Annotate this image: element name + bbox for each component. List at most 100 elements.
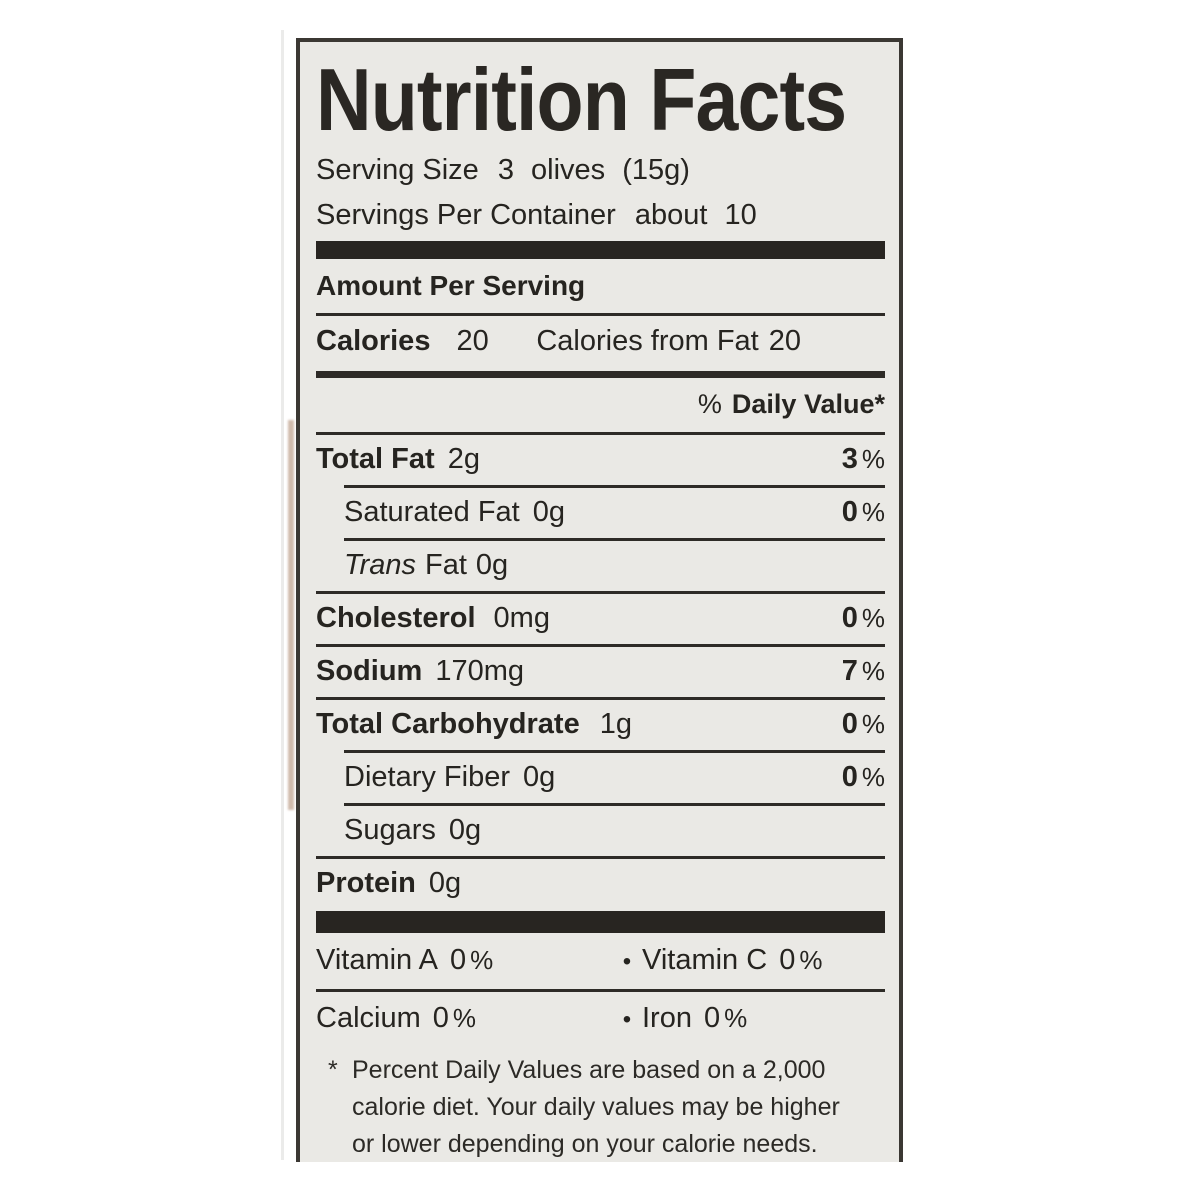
amount-per-serving-heading: Amount Per Serving — [316, 270, 586, 301]
daily-value-number: 0 — [841, 602, 858, 634]
rule-thick — [316, 371, 885, 378]
serving-size-label: Serving Size — [316, 154, 479, 186]
nutrient-row-sodium: Sodium 170mg 7% — [316, 647, 885, 697]
nutrient-amount: 0g — [523, 761, 556, 793]
nutrient-row-protein: Protein 0g — [316, 859, 885, 909]
calories-from-fat-label: Calories from Fat — [536, 325, 759, 357]
nutrient-amount: 1g — [599, 708, 632, 740]
header-divider-bar — [316, 241, 885, 259]
micronutrient-label: Vitamin A — [316, 944, 438, 976]
nutrient-name: Saturated Fat — [344, 496, 520, 528]
nutrient-amount: 0g — [428, 867, 462, 899]
micronutrient-value: 0 — [779, 944, 796, 976]
nutrient-name: Total Fat — [316, 443, 435, 475]
daily-value-number: 0 — [841, 761, 858, 793]
daily-value-number: 0 — [841, 708, 858, 740]
micronutrient-right: Iron 0% — [642, 1003, 885, 1034]
daily-value-cell: 3% — [842, 444, 885, 475]
bullet-separator: • — [622, 948, 632, 975]
servings-per-container-value: about 10 — [634, 199, 757, 231]
rule-indented — [344, 538, 885, 541]
calories-label: Calories — [316, 325, 431, 357]
percent-sign: % — [724, 1003, 748, 1033]
percent-sign: % — [452, 1003, 477, 1033]
micronutrient-divider-bar — [316, 911, 885, 933]
label-title: Nutrition Facts — [316, 50, 847, 149]
micronutrient-label: Vitamin C — [642, 944, 768, 976]
daily-value-header-text: Daily Value* — [731, 389, 885, 419]
rule-indented — [344, 750, 885, 753]
percent-sign: % — [799, 945, 823, 975]
nutrient-amount: 0g — [475, 549, 509, 581]
nutrient-row-saturated-fat: Saturated Fat 0g 0% — [344, 488, 885, 538]
footnote-line: or lower depending on your calorie needs… — [352, 1130, 818, 1158]
percent-sign: % — [861, 656, 885, 686]
daily-value-header: % Daily Value* — [316, 378, 885, 432]
photo-edge-artifact-gray — [281, 30, 284, 1160]
daily-value-cell: 0% — [842, 603, 885, 634]
nutrient-name: Fat — [424, 549, 467, 581]
nutrient-name: Protein — [316, 867, 416, 899]
footnote-text: Percent Daily Values are based on a 2,00… — [352, 1056, 826, 1084]
nutrient-row-sugars: Sugars 0g — [344, 806, 885, 856]
micronutrient-label: Calcium — [316, 1002, 421, 1034]
footnote-line: * Percent Daily Values are based on a 2,0… — [328, 1052, 885, 1089]
bullet-separator: • — [622, 1006, 632, 1033]
percent-sign: % — [861, 709, 885, 739]
micronutrient-left: Vitamin A 0% — [316, 945, 612, 976]
nutrient-amount: 2g — [447, 443, 480, 475]
micronutrient-label: Iron — [642, 1002, 692, 1034]
nutrient-amount: 170mg — [435, 655, 525, 687]
percent-sign: % — [861, 762, 885, 792]
footnote: * Percent Daily Values are based on a 2,0… — [316, 1052, 885, 1162]
nutrition-facts-label: Nutrition Facts Serving Size 3 olives (15… — [296, 38, 903, 1162]
percent-sign: % — [861, 497, 885, 527]
nutrient-amount: 0g — [448, 814, 482, 846]
percent-sign: % — [861, 444, 885, 474]
percent-sign: % — [470, 945, 494, 975]
calcium-iron-row: Calcium 0% • Iron 0% — [316, 992, 885, 1047]
micronutrient-value: 0 — [449, 944, 467, 976]
daily-value-cell: 0% — [842, 762, 885, 793]
rule — [316, 644, 885, 647]
nutrient-amount: 0mg — [493, 602, 550, 634]
nutrient-row-dietary-fiber: Dietary Fiber 0g 0% — [344, 753, 885, 803]
daily-value-number: 0 — [841, 496, 858, 528]
rule — [316, 989, 885, 992]
serving-info: Serving Size 3 olives (15g) Servings Per … — [316, 148, 885, 238]
micronutrient-value: 0 — [703, 1002, 721, 1034]
nutrient-name: Total Carbohydrate — [316, 708, 580, 740]
nutrient-name: Sugars — [344, 814, 436, 846]
nutrient-name: Cholesterol — [316, 602, 476, 634]
rule — [316, 432, 885, 435]
rule-indented — [344, 485, 885, 488]
footnote-star: * — [328, 1056, 338, 1084]
nutrient-amount: 0g — [532, 496, 565, 528]
rule — [316, 856, 885, 859]
servings-per-container-label: Servings Per Container — [316, 199, 616, 231]
nutrient-name-italic: Trans — [344, 549, 416, 581]
daily-value-cell: 0% — [842, 497, 885, 528]
daily-value-cell: 7% — [842, 656, 885, 687]
vitamin-row: Vitamin A 0% • Vitamin C 0% — [316, 933, 885, 989]
serving-size-value: 3 olives (15g) — [497, 154, 690, 186]
micronutrient-value: 0 — [432, 1002, 449, 1034]
nutrient-name: Dietary Fiber — [344, 761, 510, 793]
calories-from-fat: Calories from Fat 20 — [536, 326, 801, 357]
nutrient-name: Sodium — [316, 655, 423, 687]
footnote-line: calorie diet. Your daily values may be h… — [352, 1093, 840, 1121]
calories-from-fat-value: 20 — [768, 325, 801, 357]
serving-size-row: Serving Size 3 olives (15g) — [316, 148, 885, 193]
rule — [316, 591, 885, 594]
nutrient-row-trans-fat: Trans Fat 0g — [344, 541, 885, 591]
micronutrient-right: Vitamin C 0% — [642, 945, 885, 976]
percent-sign: % — [861, 603, 885, 633]
micronutrient-left: Calcium 0% — [316, 1003, 612, 1034]
daily-value-number: 3 — [841, 443, 858, 475]
daily-value-cell: 0% — [842, 709, 885, 740]
calories-row: Calories 20 Calories from Fat 20 — [316, 316, 885, 371]
photo-edge-artifact-tan — [288, 420, 294, 810]
calories-value: 20 — [456, 325, 489, 357]
nutrient-row-total-fat: Total Fat 2g 3% — [316, 435, 885, 485]
